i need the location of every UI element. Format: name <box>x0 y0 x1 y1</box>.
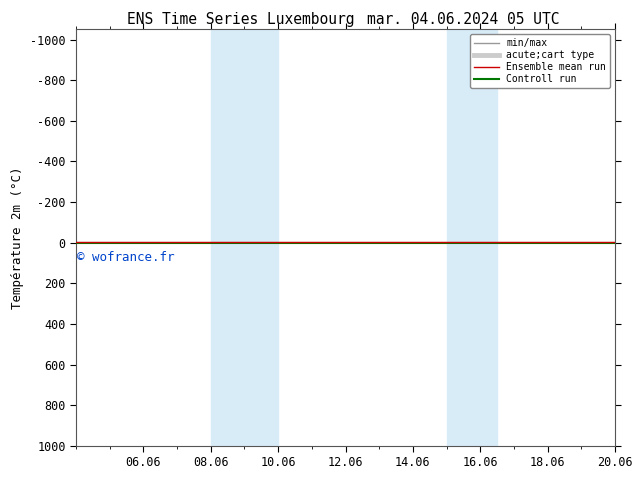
Y-axis label: Température 2m (°C): Température 2m (°C) <box>11 167 25 309</box>
Bar <box>446 29 497 446</box>
Text: mar. 04.06.2024 05 UTC: mar. 04.06.2024 05 UTC <box>366 12 559 27</box>
Legend: min/max, acute;cart type, Ensemble mean run, Controll run: min/max, acute;cart type, Ensemble mean … <box>470 34 610 88</box>
Text: ENS Time Series Luxembourg: ENS Time Series Luxembourg <box>127 12 354 27</box>
Bar <box>210 29 278 446</box>
Text: © wofrance.fr: © wofrance.fr <box>77 251 174 264</box>
